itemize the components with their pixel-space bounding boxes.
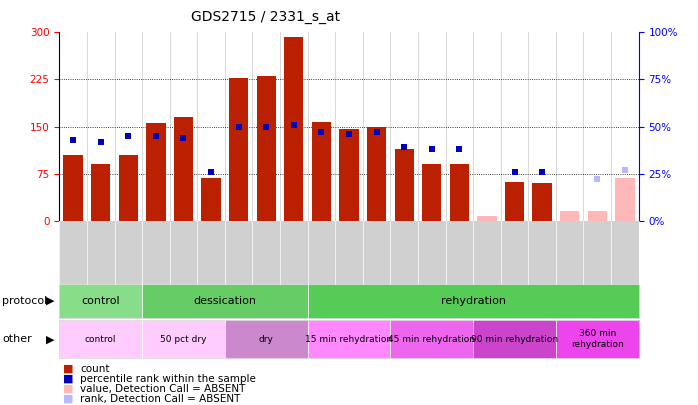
Bar	[312, 122, 331, 221]
Point	[426, 146, 438, 152]
Point	[315, 129, 327, 135]
Bar	[450, 164, 469, 221]
Text: 15 min rehydration: 15 min rehydration	[306, 335, 392, 344]
Text: protocol: protocol	[2, 296, 47, 306]
Point	[537, 168, 548, 175]
Text: ▶: ▶	[46, 296, 54, 306]
Text: 90 min rehydration: 90 min rehydration	[471, 335, 558, 344]
Point	[288, 122, 299, 128]
Point	[619, 166, 630, 173]
Point	[150, 133, 161, 139]
Bar	[339, 129, 359, 221]
Bar	[477, 216, 496, 221]
Point	[343, 131, 355, 137]
Point	[454, 146, 465, 152]
Point	[592, 176, 603, 183]
Text: rank, Detection Call = ABSENT: rank, Detection Call = ABSENT	[80, 394, 241, 404]
Text: control: control	[82, 296, 120, 306]
Text: ■: ■	[63, 384, 73, 394]
Bar	[64, 155, 83, 221]
Text: 45 min rehydration: 45 min rehydration	[388, 335, 475, 344]
Text: count: count	[80, 364, 110, 373]
Text: ▶: ▶	[46, 334, 54, 344]
Bar	[560, 211, 579, 221]
Bar	[91, 164, 110, 221]
Text: control: control	[85, 335, 117, 344]
Bar	[588, 211, 607, 221]
Bar	[119, 155, 138, 221]
Bar	[229, 78, 248, 221]
Bar	[422, 164, 441, 221]
Bar	[284, 37, 304, 221]
Bar	[615, 178, 634, 221]
Point	[68, 136, 79, 143]
Bar	[147, 124, 165, 221]
Bar	[394, 149, 414, 221]
Text: dry: dry	[259, 335, 274, 344]
Bar	[367, 126, 386, 221]
Point	[509, 168, 520, 175]
Point	[260, 123, 272, 130]
Text: 50 pct dry: 50 pct dry	[161, 335, 207, 344]
Point	[205, 168, 216, 175]
Bar	[533, 183, 551, 221]
Text: ■: ■	[63, 394, 73, 404]
Point	[95, 139, 106, 145]
Bar	[505, 182, 524, 221]
Text: GDS2715 / 2331_s_at: GDS2715 / 2331_s_at	[191, 10, 340, 24]
Text: 360 min
rehydration: 360 min rehydration	[571, 330, 624, 349]
Point	[233, 123, 244, 130]
Text: ■: ■	[63, 364, 73, 373]
Text: percentile rank within the sample: percentile rank within the sample	[80, 374, 256, 384]
Bar	[202, 178, 221, 221]
Text: dessication: dessication	[193, 296, 256, 306]
Bar	[174, 117, 193, 221]
Text: ■: ■	[63, 374, 73, 384]
Point	[123, 133, 134, 139]
Text: rehydration: rehydration	[440, 296, 505, 306]
Text: value, Detection Call = ABSENT: value, Detection Call = ABSENT	[80, 384, 246, 394]
Text: other: other	[2, 334, 32, 344]
Point	[178, 134, 189, 141]
Bar	[257, 76, 276, 221]
Point	[371, 129, 383, 135]
Point	[399, 144, 410, 151]
